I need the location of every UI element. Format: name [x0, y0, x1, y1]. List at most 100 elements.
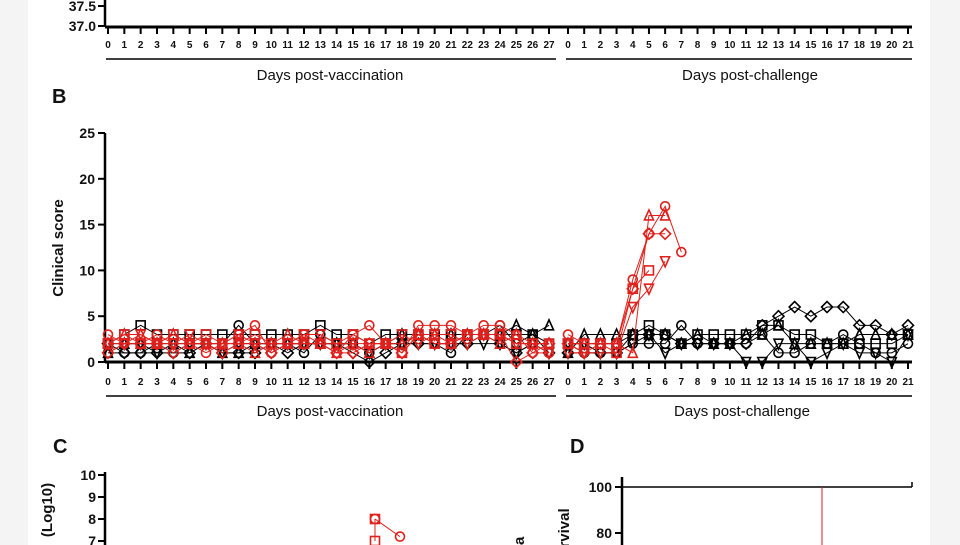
- b-point-black-diamond: [804, 309, 818, 323]
- b-point-red-diamond: [561, 337, 575, 351]
- a-x-tick-label: 9: [711, 40, 717, 51]
- a-x-tick-label: 17: [380, 40, 392, 51]
- a-x-tick-label: 11: [282, 40, 293, 51]
- b-point-black-down-triangle: [837, 338, 849, 352]
- b-point-black-diamond: [626, 327, 640, 342]
- b-point-red-triangle: [363, 345, 376, 359]
- b-point-red-diamond: [166, 346, 180, 360]
- b-x-tick-label: 7: [679, 377, 685, 388]
- b-y-tick-label: 5: [87, 308, 95, 324]
- b-point-red-square: [347, 329, 359, 340]
- a-x-tick-label: 12: [757, 40, 769, 51]
- a-x-tick-label: 0: [565, 40, 571, 51]
- b-x-tick-label: 21: [902, 377, 914, 388]
- b-point-black-diamond: [379, 346, 393, 360]
- b-x-tick-label: 9: [711, 377, 717, 388]
- b-point-red-diamond: [215, 346, 229, 360]
- c-point-red-circle: [394, 531, 406, 542]
- b-point-red-square: [119, 329, 130, 340]
- b-x-tick-label: 24: [494, 377, 506, 388]
- b-point-black-down-triangle: [627, 338, 639, 352]
- b-point-black-diamond: [658, 327, 672, 342]
- b-point-black-triangle: [543, 317, 555, 331]
- a-x-tick-label: 25: [511, 40, 523, 51]
- b-x-tick-label: 2: [138, 377, 144, 388]
- b-point-black-diamond: [852, 318, 867, 332]
- a-x-tick-label: 21: [902, 40, 914, 51]
- b-point-red-down-triangle: [183, 329, 196, 342]
- b-x-tick-label: 21: [445, 377, 457, 388]
- b-point-black-diamond: [836, 300, 850, 314]
- b-point-red-down-triangle: [627, 301, 639, 315]
- b-point-black-diamond: [117, 346, 131, 360]
- a-x-tick-label: 8: [695, 40, 701, 51]
- a-x-tick-label: 23: [478, 40, 490, 51]
- a-x-tick-label: 17: [838, 40, 850, 51]
- b-x-tick-label: 4: [171, 377, 177, 388]
- a-x-tick-label: 16: [364, 40, 376, 51]
- b-point-red-down-triangle: [298, 329, 310, 342]
- a-x-tick-label: 5: [187, 40, 193, 51]
- b-point-black-triangle: [756, 327, 769, 340]
- b-x-tick-label: 4: [630, 377, 636, 388]
- b-point-red-square: [184, 338, 195, 349]
- b-point-red-square: [543, 338, 555, 349]
- d-y-tick-label: 100: [589, 479, 613, 495]
- b-point-black-down-triangle: [902, 329, 914, 342]
- b-point-black-down-triangle: [853, 347, 866, 361]
- b-point-red-square: [364, 338, 375, 349]
- b-point-black-diamond: [901, 318, 915, 332]
- b-y-tick-label: 10: [79, 262, 95, 278]
- b-point-red-diamond: [626, 282, 640, 296]
- b-ylabel: Clinical score: [50, 199, 67, 297]
- b-x-tick-label: 9: [252, 377, 258, 388]
- b-x-tick-label: 13: [315, 377, 327, 388]
- b-point-red-square: [643, 265, 655, 276]
- b-x-tick-label: 10: [266, 377, 278, 388]
- b-point-red-square: [562, 338, 574, 349]
- b-x-tick-label: 12: [757, 377, 769, 388]
- b-point-red-square: [331, 338, 342, 349]
- c-y-tick-label: 10: [80, 467, 96, 483]
- b-point-red-square: [445, 338, 457, 349]
- a-x-tick-label: 22: [462, 40, 474, 51]
- b-x-tick-label: 8: [695, 377, 701, 388]
- b-point-red-square: [266, 338, 277, 349]
- a-x-tick-label: 7: [220, 40, 226, 51]
- a-x-tick-label: 4: [171, 40, 177, 51]
- a-x-tick-label: 13: [773, 40, 785, 51]
- panel-label-c: C: [53, 436, 67, 458]
- a-x-tick-label: 13: [315, 40, 327, 51]
- a-x-tick-label: 21: [445, 40, 457, 51]
- b-point-black-down-triangle: [756, 356, 769, 370]
- b-point-black-diamond: [788, 300, 802, 314]
- b-point-red-diamond: [346, 346, 360, 360]
- a-x-tick-label: 27: [543, 40, 555, 51]
- a-x-tick-label: 10: [724, 40, 736, 51]
- b-x-tick-label: 17: [380, 377, 392, 388]
- b-point-red-square: [413, 329, 424, 340]
- b-x-tick-label: 1: [581, 377, 587, 388]
- b-series-line-black-diamond: [568, 306, 909, 354]
- b-y-tick-label: 25: [79, 125, 95, 141]
- a-x-tick-label: 3: [614, 40, 620, 51]
- b-point-black-circle: [676, 320, 687, 331]
- b-series-line-red-square: [568, 270, 650, 354]
- a-xlabel-challenge: Days post-challenge: [682, 67, 818, 84]
- b-x-tick-label: 18: [396, 377, 408, 388]
- b-point-red-triangle: [249, 345, 261, 359]
- b-x-tick-label: 19: [870, 377, 882, 388]
- b-point-red-diamond: [411, 327, 425, 342]
- a-x-tick-label: 2: [138, 40, 144, 51]
- b-x-tick-label: 14: [331, 377, 343, 388]
- b-point-black-triangle: [772, 317, 785, 331]
- a-x-tick-label: 4: [630, 40, 636, 51]
- b-point-red-square: [462, 329, 473, 340]
- b-point-red-triangle: [627, 345, 639, 359]
- b-point-black-triangle: [869, 327, 882, 340]
- b-point-red-down-triangle: [232, 329, 245, 342]
- b-x-tick-label: 7: [220, 377, 226, 388]
- b-x-tick-label: 17: [838, 377, 850, 388]
- panel-label-b: B: [52, 86, 66, 108]
